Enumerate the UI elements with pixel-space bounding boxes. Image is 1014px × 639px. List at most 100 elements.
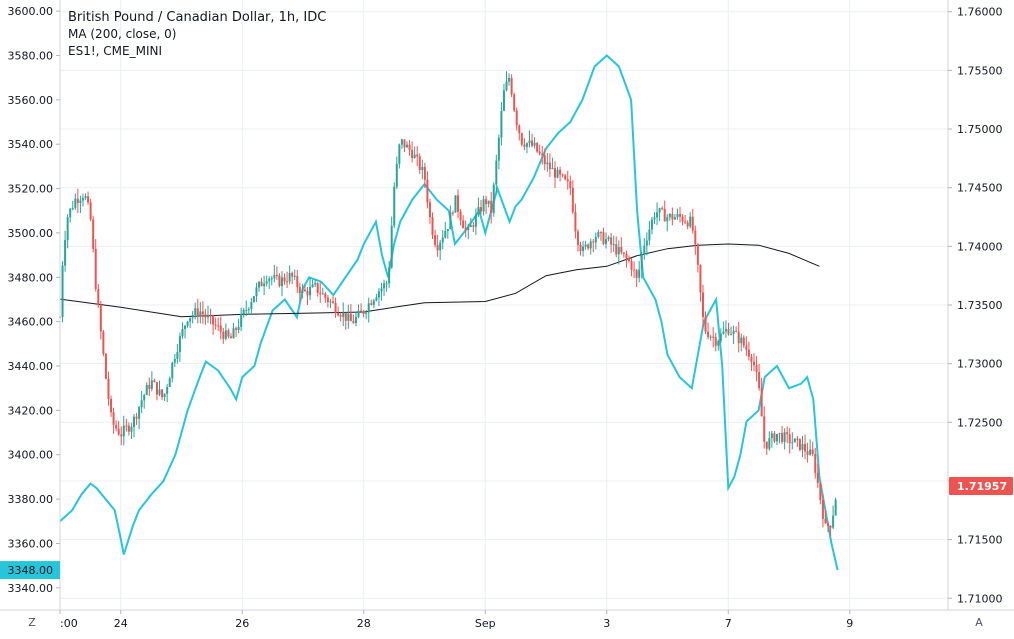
candle bbox=[155, 381, 158, 401]
candle-body bbox=[400, 139, 403, 145]
candle bbox=[775, 433, 778, 446]
candle bbox=[337, 306, 340, 317]
candle-body bbox=[212, 315, 215, 325]
current-price-label: 1.71957 bbox=[957, 480, 1007, 493]
left-tick-label: 3520.00 bbox=[8, 183, 54, 196]
candle bbox=[541, 145, 544, 165]
candle bbox=[441, 230, 444, 250]
candle-body bbox=[571, 188, 574, 213]
candle bbox=[314, 279, 317, 287]
candle-body bbox=[827, 523, 830, 526]
candle bbox=[533, 137, 536, 149]
candle-body bbox=[199, 311, 202, 317]
candle bbox=[553, 161, 556, 188]
candle-body bbox=[145, 385, 148, 395]
candle bbox=[306, 287, 309, 306]
candle bbox=[694, 225, 697, 255]
candle-body bbox=[209, 315, 212, 317]
candle bbox=[209, 308, 212, 325]
candle-body bbox=[388, 267, 391, 284]
x-tick-label: 3 bbox=[603, 617, 610, 630]
candle-body bbox=[99, 305, 102, 332]
candle-body bbox=[760, 388, 763, 417]
candle-body bbox=[520, 133, 523, 145]
candle-body bbox=[727, 329, 730, 335]
candle bbox=[255, 282, 258, 303]
candle-body bbox=[707, 331, 710, 338]
ma-legend[interactable]: MA (200, close, 0) bbox=[68, 27, 177, 41]
candle bbox=[768, 431, 771, 451]
right-tick-label: 1.72500 bbox=[957, 416, 1003, 429]
candle bbox=[798, 438, 801, 452]
candle-body bbox=[293, 275, 296, 277]
candle bbox=[393, 182, 396, 229]
compare-series-path bbox=[59, 54, 839, 571]
candle bbox=[150, 371, 153, 392]
candle bbox=[686, 220, 689, 230]
candle bbox=[574, 203, 577, 239]
candle bbox=[367, 297, 370, 323]
candle-body bbox=[459, 211, 462, 221]
candle bbox=[592, 239, 595, 253]
zoom-button[interactable]: Z bbox=[28, 615, 36, 629]
candle-body bbox=[375, 297, 378, 301]
candle bbox=[676, 208, 679, 220]
candle-body bbox=[184, 325, 187, 329]
candle bbox=[283, 273, 286, 285]
candle bbox=[824, 510, 827, 524]
candle-body bbox=[296, 275, 299, 287]
candle-body bbox=[653, 217, 656, 220]
candle-body bbox=[515, 110, 518, 126]
candle-body bbox=[717, 341, 720, 346]
candle-body bbox=[268, 278, 271, 282]
candle bbox=[280, 271, 283, 297]
candle-body bbox=[671, 214, 674, 220]
candle bbox=[827, 521, 830, 533]
candle bbox=[263, 275, 266, 296]
candle-body bbox=[385, 283, 388, 285]
candle bbox=[640, 252, 643, 279]
candle-body bbox=[186, 321, 189, 326]
left-tick-label: 3600.00 bbox=[8, 5, 54, 18]
candle bbox=[505, 71, 508, 92]
candle bbox=[737, 321, 740, 353]
candle-body bbox=[383, 283, 386, 289]
candle bbox=[548, 153, 551, 177]
left-tick-label: 3480.00 bbox=[8, 271, 54, 284]
candle-body bbox=[668, 214, 671, 218]
candle bbox=[360, 303, 363, 312]
candle-body bbox=[76, 198, 79, 203]
candle bbox=[559, 166, 562, 182]
auto-scale-button[interactable]: A bbox=[975, 615, 983, 629]
candle-body bbox=[125, 425, 128, 427]
candle-body bbox=[579, 245, 582, 252]
candle bbox=[791, 432, 794, 450]
candle bbox=[92, 215, 95, 253]
current-price-badge bbox=[949, 477, 1013, 496]
candle bbox=[638, 261, 641, 283]
candle-body bbox=[158, 389, 161, 395]
candle bbox=[87, 191, 90, 205]
candle bbox=[699, 264, 702, 302]
candle-body bbox=[288, 272, 291, 282]
candle-body bbox=[344, 312, 347, 321]
candle-body bbox=[176, 352, 179, 359]
candle bbox=[375, 293, 378, 302]
candle bbox=[763, 406, 766, 449]
candle bbox=[245, 300, 248, 317]
candle bbox=[303, 285, 306, 292]
candle bbox=[513, 92, 516, 113]
candle-body bbox=[439, 242, 442, 251]
candle-body bbox=[464, 228, 467, 230]
candle-body bbox=[477, 207, 480, 215]
candle-body bbox=[625, 254, 628, 259]
candle bbox=[508, 73, 511, 86]
legend: British Pound / Canadian Dollar, 1h, IDC… bbox=[68, 9, 326, 60]
candle-body bbox=[354, 316, 357, 324]
compare-legend[interactable]: ES1!, CME_MINI bbox=[68, 44, 162, 58]
candle-body bbox=[416, 154, 419, 157]
candle bbox=[587, 243, 590, 251]
candle bbox=[543, 148, 546, 171]
left-tick-label: 3540.00 bbox=[8, 138, 54, 151]
